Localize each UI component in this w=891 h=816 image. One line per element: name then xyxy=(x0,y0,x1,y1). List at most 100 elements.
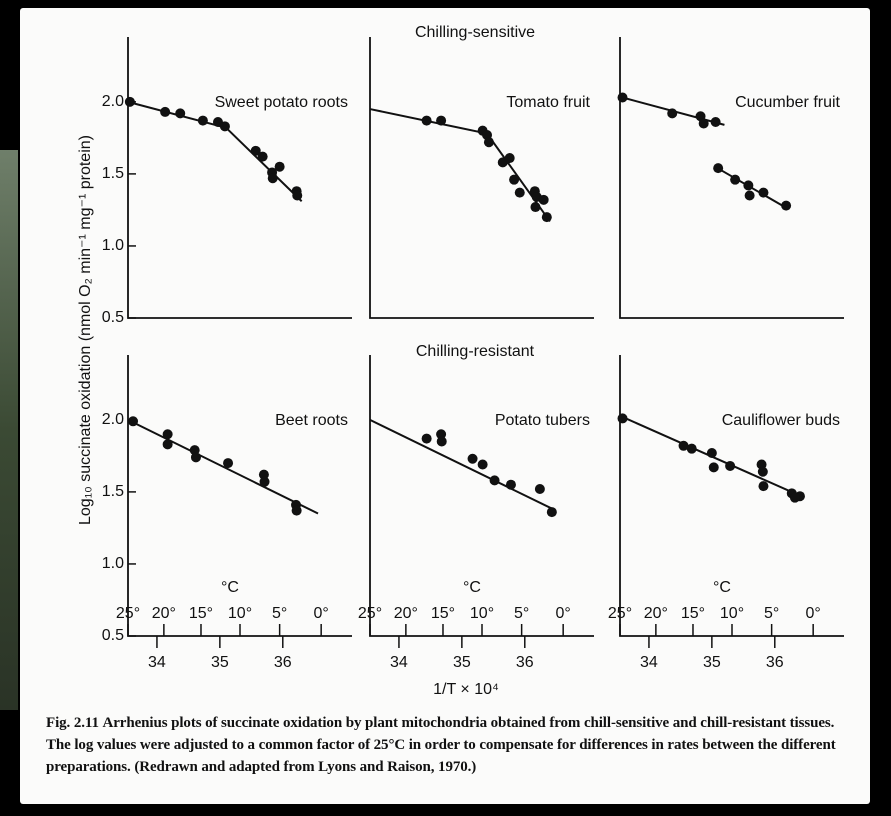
y-tick-label: 0.5 xyxy=(102,627,124,644)
y-tick-label: 0.5 xyxy=(102,309,124,326)
data-point xyxy=(706,447,717,458)
x2-tick-label: 25° xyxy=(116,605,140,622)
data-point xyxy=(710,117,721,128)
chart-title: Cucumber fruit xyxy=(735,94,840,111)
x2-tick-label: 20° xyxy=(152,605,176,622)
x2-tick-label: 0° xyxy=(314,605,329,622)
data-point xyxy=(730,174,741,185)
x2-tick-label: 15° xyxy=(431,605,455,622)
data-point xyxy=(219,121,230,132)
axis xyxy=(127,355,352,637)
data-point xyxy=(725,460,736,471)
x-tick-label: 35 xyxy=(453,654,471,671)
axis xyxy=(619,37,844,319)
x-tick-label: 36 xyxy=(766,654,784,671)
x2-tick-label: 15° xyxy=(681,605,705,622)
y-axis-label: Log₁₀ succinate oxidation (nmol O₂ min⁻¹… xyxy=(77,135,94,525)
data-point xyxy=(698,118,709,129)
data-point xyxy=(128,416,139,427)
x2-tick-label: 0° xyxy=(556,605,571,622)
data-point xyxy=(436,115,447,126)
data-point xyxy=(436,436,447,447)
caption: Fig. 2.11 Arrhenius plots of succinate o… xyxy=(46,712,852,778)
fit-line xyxy=(225,127,303,202)
chart-title: Cauliflower buds xyxy=(722,412,840,429)
data-point xyxy=(538,194,549,205)
x2-tick-label: 5° xyxy=(764,605,779,622)
data-point xyxy=(436,429,447,440)
data-point xyxy=(292,190,303,201)
data-point xyxy=(509,174,520,185)
x2-tick-label: 15° xyxy=(189,605,213,622)
data-point xyxy=(781,200,792,211)
data-point xyxy=(504,153,515,164)
x2-tick-label: 25° xyxy=(358,605,382,622)
fit-line xyxy=(127,418,319,515)
data-point xyxy=(686,443,697,454)
x2-axis-label: °C xyxy=(221,579,239,596)
x2-tick-label: 5° xyxy=(272,605,287,622)
data-point xyxy=(617,92,628,103)
x2-tick-label: 10° xyxy=(720,605,744,622)
data-point xyxy=(758,187,769,198)
data-point xyxy=(175,108,186,119)
data-point xyxy=(250,145,261,156)
data-point xyxy=(197,115,208,126)
row-title: Chilling-resistant xyxy=(416,343,535,360)
chart-title: Tomato fruit xyxy=(506,94,590,111)
y-tick-label: 2.0 xyxy=(102,93,124,110)
data-point xyxy=(223,458,234,469)
data-point xyxy=(744,190,755,201)
data-point xyxy=(708,462,719,473)
data-point xyxy=(757,466,768,477)
data-point xyxy=(257,151,268,162)
axis xyxy=(127,37,352,319)
data-point xyxy=(421,115,432,126)
data-point xyxy=(162,429,173,440)
x-tick-label: 35 xyxy=(211,654,229,671)
data-point xyxy=(514,187,525,198)
data-point xyxy=(258,469,269,480)
x2-axis-label: °C xyxy=(713,579,731,596)
data-point xyxy=(758,481,769,492)
x2-tick-label: 20° xyxy=(644,605,668,622)
data-point xyxy=(530,202,541,213)
data-point xyxy=(162,439,173,450)
data-point xyxy=(546,507,557,518)
y-tick-label: 1.0 xyxy=(102,555,124,572)
background-photo xyxy=(0,150,18,710)
x-tick-label: 34 xyxy=(640,654,658,671)
x2-tick-label: 20° xyxy=(394,605,418,622)
chart-title: Sweet potato roots xyxy=(215,94,348,111)
x2-tick-label: 25° xyxy=(608,605,632,622)
data-point xyxy=(274,161,285,172)
data-point xyxy=(483,137,494,148)
axis xyxy=(619,355,844,637)
x2-tick-label: 10° xyxy=(470,605,494,622)
axis xyxy=(369,355,594,637)
data-point xyxy=(190,452,201,463)
x-tick-label: 34 xyxy=(390,654,408,671)
x2-tick-label: 0° xyxy=(806,605,821,622)
chart-title: Beet roots xyxy=(275,412,348,429)
x-axis-label: 1/T × 10⁴ xyxy=(433,681,499,698)
caption-label: Fig. 2.11 xyxy=(46,715,99,731)
data-point xyxy=(477,459,488,470)
y-tick-label: 1.0 xyxy=(102,237,124,254)
fit-line xyxy=(369,418,554,511)
x-tick-label: 34 xyxy=(148,654,166,671)
data-point xyxy=(541,212,552,223)
x-tick-label: 36 xyxy=(516,654,534,671)
x2-tick-label: 5° xyxy=(514,605,529,622)
data-point xyxy=(291,505,302,516)
y-tick-label: 1.5 xyxy=(102,483,124,500)
data-point xyxy=(534,484,545,495)
data-point xyxy=(467,453,478,464)
data-point xyxy=(617,413,628,424)
x-tick-label: 36 xyxy=(274,654,292,671)
row-title: Chilling-sensitive xyxy=(415,24,535,41)
data-point xyxy=(489,475,500,486)
data-point xyxy=(160,106,171,117)
data-point xyxy=(713,163,724,174)
